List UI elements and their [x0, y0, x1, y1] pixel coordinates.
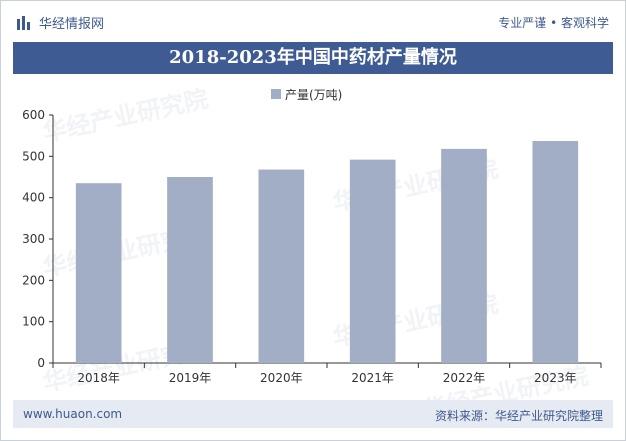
brand-name: 华经情报网 — [39, 17, 105, 32]
x-tick-label: 2019年 — [169, 371, 212, 385]
x-tick-label: 2022年 — [443, 371, 486, 385]
y-tick-label: 600 — [22, 108, 45, 122]
tagline: 专业严谨 • 客观科学 — [498, 16, 609, 30]
x-tick-label: 2021年 — [351, 371, 394, 385]
legend-label: 产量(万吨) — [285, 88, 342, 102]
top-bar: 华经情报网 专业严谨 • 客观科学 — [1, 1, 625, 41]
site-link[interactable]: www.huaon.com — [23, 407, 123, 421]
x-tick-label: 2023年 — [534, 371, 577, 385]
bar-chart: 产量(万吨) 0 100 200 300 400 500 600 2018年 2019年 2020年… — [22, 88, 602, 385]
y-tick-label: 400 — [22, 191, 45, 205]
legend-swatch — [271, 89, 281, 99]
source-note: 资料来源：华经产业研究院整理 — [434, 409, 603, 423]
bar — [167, 177, 213, 363]
y-tick-label: 200 — [22, 273, 45, 287]
brand-logo[interactable]: 华经情报网 — [17, 13, 104, 32]
bar — [532, 141, 579, 363]
bar-chart-icon — [17, 15, 30, 30]
bar — [441, 148, 487, 363]
y-tick-label: 500 — [22, 149, 45, 163]
bar — [258, 169, 305, 363]
chart-title: 2018-2023年中国中药材产量情况 — [13, 42, 613, 74]
y-tick-label: 0 — [37, 356, 45, 370]
footer-bar: www.huaon.com 资料来源：华经产业研究院整理 — [13, 400, 613, 428]
x-tick-label: 2020年 — [260, 371, 303, 385]
y-tick-label: 100 — [22, 315, 45, 329]
bar — [75, 183, 122, 363]
x-tick-label: 2018年 — [77, 371, 120, 385]
y-tick-label: 300 — [22, 232, 45, 246]
bar — [349, 159, 396, 363]
